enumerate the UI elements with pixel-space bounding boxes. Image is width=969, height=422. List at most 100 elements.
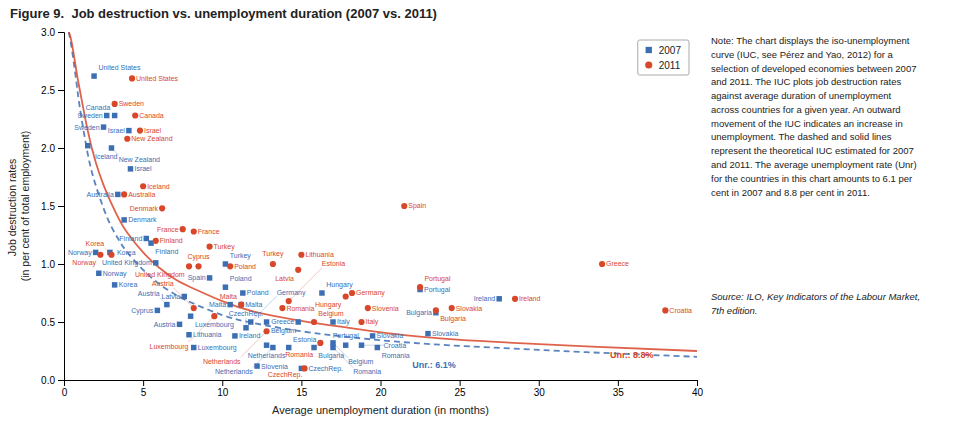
y-tick: 2.0 [41,143,64,154]
leader-line [362,345,384,346]
scatter-point [227,263,233,269]
point-label: Austria [152,280,174,287]
point-label: CzechRep. [308,365,343,373]
text-line: movement of the IUC indicates an increas… [711,118,903,129]
scatter-point [295,267,301,273]
leader-line [313,343,320,350]
point-label: United Kingdom [102,259,152,267]
point-label: Slovenia [261,363,288,370]
scatter-point [188,313,193,318]
scatter-point [370,333,375,338]
point-label: Ireland [519,295,541,302]
plot-area: 05101520253035400.00.51.01.52.02.53.0Ave… [41,27,703,416]
text-line: unemployment. The dashed and solid lines [711,131,892,142]
scatter-point [191,345,196,350]
y-tick: 0.0 [41,375,64,386]
x-tick: 25 [455,380,467,398]
scatter-point [227,302,232,307]
x-tick: 15 [296,380,308,398]
point-label: Belgium [318,310,343,318]
y-tick: 3.0 [41,27,64,38]
point-label: Israel [144,127,162,134]
point-label: Korea [117,249,136,256]
point-label: France [198,228,220,235]
scatter-point [223,284,228,289]
x-tick-label: 10 [217,387,229,398]
y-tick: 0.5 [41,317,64,328]
x-tick: 40 [692,380,704,398]
scatter-point [137,128,143,134]
point-label: Bulgaria [318,352,344,360]
point-label: Canada [86,104,111,111]
scatter-point [97,252,103,258]
point-label: Romania [382,352,410,359]
y-tick-label: 3.0 [41,27,55,38]
iuc-curve [69,32,697,357]
x-tick-label: 40 [692,387,704,398]
point-label: Lithuania [305,251,334,258]
point-label: Germany [277,289,306,297]
point-label: Croatia [384,342,407,349]
point-label: Turkey [262,250,284,258]
scatter-point [662,307,668,313]
text-line: Job destruction rates [6,159,18,256]
y-tick-label: 1.5 [41,201,55,212]
x-tick-label: 30 [534,387,546,398]
scatter-point [104,113,109,118]
scatter-point [298,252,304,258]
point-label: Finland [160,237,183,244]
scatter-point [155,308,160,313]
point-label: Australia [128,191,155,198]
point-label: Ireland [474,295,496,302]
scatter-point [195,263,201,269]
text-line: against average duration of unemployment [711,90,891,101]
scatter-point [270,261,276,267]
scatter-point [207,275,212,280]
y-tick-mark [58,32,64,33]
text-line: (in per cent of total employment) [19,131,31,282]
source-text: Source: ILO, Key Indicators of the Labou… [711,291,923,316]
scatter-point [279,305,285,311]
point-label: Portugal [424,275,451,283]
y-tick-mark [58,148,64,149]
point-label: Canada [139,112,164,119]
point-label: Israel [134,165,152,172]
point-label: Netherlands [248,352,286,359]
scatter-point [375,345,380,350]
text-line: for the countries in this chart amounts … [711,173,912,184]
scatter-point [101,124,106,129]
x-tick: 30 [534,380,546,398]
point-label: Luxembourg [149,343,188,351]
point-label: France [157,226,179,233]
point-label: Malta [209,301,226,308]
point-label: Finland [155,248,178,255]
x-tick-mark [618,380,619,386]
scatter-point [144,236,149,241]
point-label: Romania [285,351,313,358]
scatter-point [124,136,130,142]
scatter-point [343,293,349,299]
legend-marker [646,47,652,53]
data-marks [69,32,697,371]
scatter-point [496,296,501,301]
legend-label: 2011 [659,60,681,71]
point-label: Italy [366,318,379,326]
scatter-point [121,191,127,197]
note-text: Note: The chart displays the iso-unemplo… [711,35,919,198]
scatter-point [126,128,131,133]
point-label: Sweden [119,100,144,107]
scatter-point [132,112,138,118]
text-line: selection of developed economies between… [711,63,916,74]
x-tick-mark [301,380,302,386]
scatter-point [254,363,259,368]
point-label: Korea [86,240,105,247]
point-label: Bulgaria [406,309,432,317]
point-label: Italy [337,318,350,326]
x-tick-label: 0 [62,387,68,398]
point-label: Luxembourg [198,344,237,352]
point-label: Sweden [74,124,99,131]
point-label: Portugal [424,286,451,294]
legend-box [638,40,689,75]
point-label: Germany [356,289,385,297]
x-tick: 10 [217,380,229,398]
